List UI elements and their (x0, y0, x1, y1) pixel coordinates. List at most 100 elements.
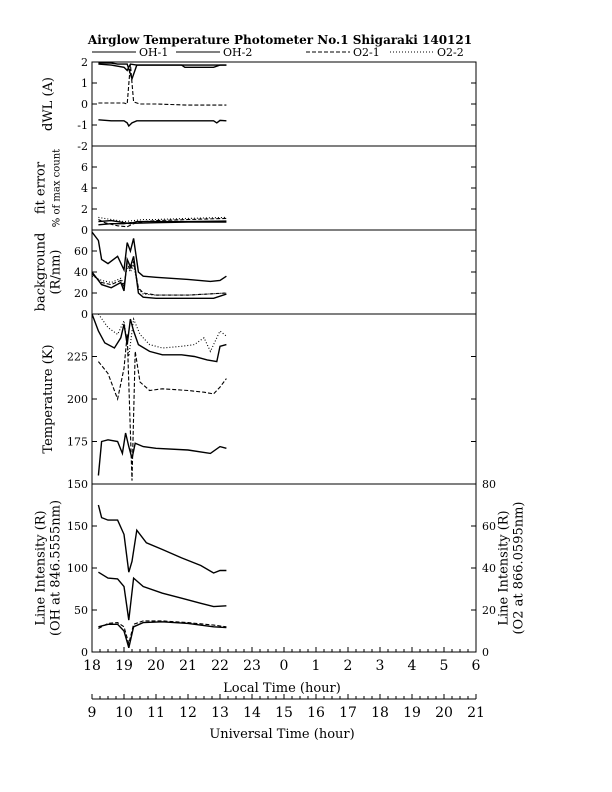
axis-ut-tick-label: 18 (371, 705, 389, 721)
series-line-int-o21 (98, 621, 227, 648)
ytick-label-int: 50 (74, 604, 88, 617)
ylabel-bg: background (34, 233, 49, 312)
axis-ut-tick-label: 14 (243, 705, 261, 721)
universal-time-axis: 9 10 11 12 13 14 15 16 17 18 19 20 21 (88, 694, 485, 721)
ylabel-fit: % of max count (52, 149, 63, 227)
ylabel-right-int: Line Intensity (R) (497, 510, 512, 625)
axis-ut-tick-label: 12 (179, 705, 197, 721)
series-line-int-o22 (98, 620, 227, 646)
panel-frame-temp (91, 313, 477, 485)
panel-temp: 150 175 200 225 Temperature (K) (41, 313, 477, 491)
ylabel-right-int: (O2 at 866.0595nm) (512, 501, 527, 634)
ytick-label-int: 0 (81, 646, 88, 659)
ytick-right-label-int: 40 (482, 562, 496, 575)
legend-label-oh1: OH-1 (139, 46, 168, 59)
ytick-right-label-int: 60 (482, 520, 496, 533)
axis-ut-tick-label: 20 (435, 705, 453, 721)
series-line-fit-o22 (98, 216, 227, 223)
axis-ut-tick-label: 21 (467, 705, 485, 721)
axis-ut-tick-label: 11 (147, 705, 165, 721)
axis-local-tick-label: 4 (408, 658, 417, 674)
series-line-bg-o21 (91, 259, 227, 296)
ytick-label-bg: 40 (74, 266, 88, 279)
ylabel-int: (OH at 846.5555nm) (49, 500, 64, 636)
axis-ut-tick-label: 9 (88, 705, 97, 721)
ytick-label-dwl: 2 (81, 56, 88, 69)
series-line-int-oh1 (97, 504, 227, 574)
ytick-label-bg: 60 (74, 245, 88, 258)
series-line-dwl-o21 (98, 119, 227, 128)
ytick-label-dwl: 1 (81, 77, 88, 90)
axis-local-tick-label: 22 (211, 658, 229, 674)
series-line-dwl-o22 (98, 64, 227, 106)
axis-ut-tick-label: 15 (275, 705, 293, 721)
panels: -2 -1 0 1 2 dWL (A) 0 2 4 6 fit error% of max coun… (34, 56, 527, 659)
legend: OH-1 OH-2 O2-1 O2-2 (92, 46, 464, 59)
ytick-right-label-int: 20 (482, 604, 496, 617)
axis-local-tick-label: 6 (472, 658, 481, 674)
series-line-int-oh2 (98, 571, 227, 621)
axis-local-tick-label: 21 (179, 658, 197, 674)
ytick-label-temp: 175 (67, 436, 88, 449)
panel-dwl: -2 -1 0 1 2 dWL (A) (41, 56, 477, 153)
ylabel-fit: fit error (34, 161, 49, 214)
axis-local-tick-label: 19 (115, 658, 133, 674)
ytick-label-dwl: -2 (77, 140, 88, 153)
ytick-label-temp: 225 (67, 351, 88, 364)
series-line-dwl-oh1 (98, 63, 227, 72)
panel-frame-bg (91, 229, 477, 315)
ytick-right-label-int: 80 (482, 478, 496, 491)
legend-label-o22: O2-2 (437, 46, 464, 59)
axis-ut-tick-label: 17 (339, 705, 357, 721)
axis-local-tick-label: 18 (83, 658, 101, 674)
ytick-label-fit: 2 (81, 203, 88, 216)
series-line-dwl-oh2 (98, 62, 227, 81)
ytick-label-int: 150 (67, 520, 88, 533)
axis-local-tick-label: 23 (243, 658, 261, 674)
axis-local-tick-label: 2 (344, 658, 353, 674)
ytick-label-temp: 150 (67, 478, 88, 491)
universal-time-label: Universal Time (hour) (209, 727, 354, 742)
series-line-fit-o21 (98, 217, 227, 228)
ylabel-int: Line Intensity (R) (34, 510, 49, 625)
ylabel-temp: Temperature (K) (41, 344, 56, 453)
axis-local-tick-label: 1 (312, 658, 321, 674)
series-line-fit-oh1 (98, 221, 227, 226)
ytick-label-dwl: 0 (81, 98, 88, 111)
axis-ut-tick-label: 16 (307, 705, 325, 721)
ytick-label-dwl: -1 (77, 119, 88, 132)
ytick-right-label-int: 0 (482, 646, 489, 659)
axis-ut-tick-label: 19 (403, 705, 421, 721)
axis-local-tick-label: 3 (376, 658, 385, 674)
series-line-bg-oh2 (91, 256, 227, 299)
panel-frame-int (91, 483, 477, 653)
axis-ut-tick-label: 10 (115, 705, 133, 721)
ytick-label-fit: 0 (81, 224, 88, 237)
panel-fit: 0 2 4 6 fit error% of max count (34, 145, 477, 237)
series-line-temp-o22 (97, 313, 227, 357)
axis-local-tick-label: 0 (280, 658, 289, 674)
series-line-fit-oh2 (98, 219, 227, 225)
ylabel-bg: (R/nm) (49, 249, 64, 294)
legend-label-o21: O2-1 (353, 46, 380, 59)
ytick-label-fit: 6 (81, 161, 88, 174)
legend-label-oh2: OH-2 (223, 46, 252, 59)
ytick-label-temp: 200 (67, 393, 88, 406)
series-line-temp-oh1 (91, 313, 227, 363)
ytick-label-fit: 4 (81, 182, 88, 195)
local-time-axis: 18 19 20 21 22 23 0 1 2 3 4 5 6 (83, 647, 481, 674)
axis-local-tick-label: 5 (440, 658, 449, 674)
series-line-bg-oh1 (91, 231, 227, 283)
ytick-label-bg: 20 (74, 287, 88, 300)
ytick-label-bg: 0 (81, 308, 88, 321)
panel-bg: 0 20 40 60 background (R/nm) (34, 229, 477, 321)
series-line-temp-oh2 (97, 334, 227, 481)
ylabel-dwl: dWL (A) (41, 77, 56, 131)
ytick-label-int: 100 (67, 562, 88, 575)
axis-ut-tick-label: 13 (211, 705, 229, 721)
chart-title: Airglow Temperature Photometer No.1 Shig… (87, 33, 472, 47)
panel-frame-fit (91, 145, 477, 231)
axis-local-tick-label: 20 (147, 658, 165, 674)
